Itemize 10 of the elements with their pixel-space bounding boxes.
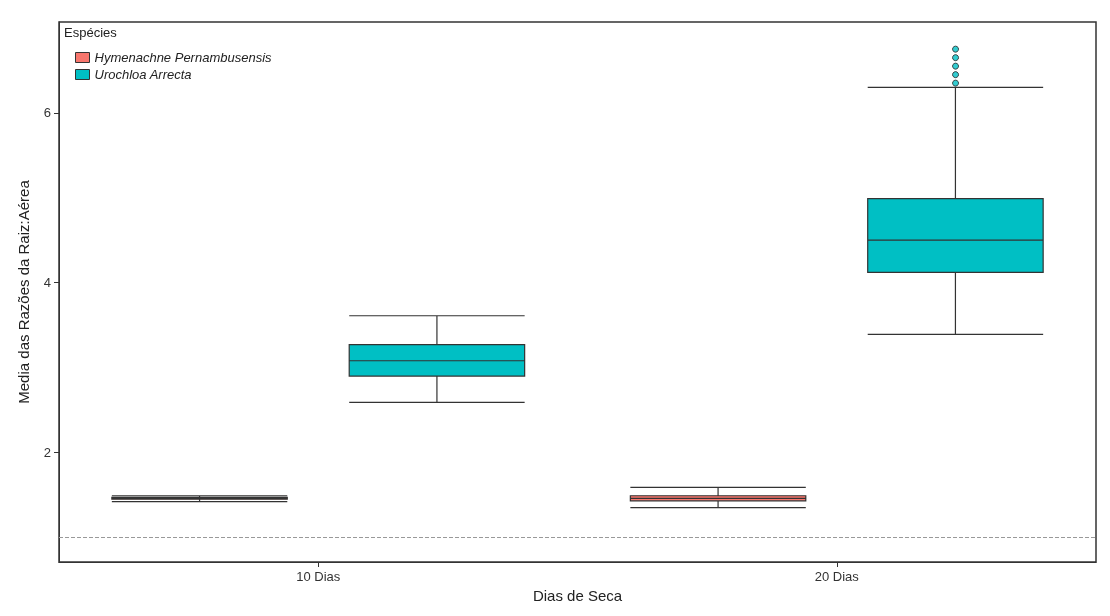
x-tick-label: 10 Dias xyxy=(296,569,341,584)
y-axis-title: Media das Razões da Raiz:Aérea xyxy=(15,179,32,404)
legend-label: Hymenachne Pernambusensis xyxy=(94,50,273,65)
y-tick-label: 6 xyxy=(43,105,51,121)
y-tick-label: 4 xyxy=(43,275,51,291)
y-tick-label: 2 xyxy=(43,444,51,460)
x-axis-title: Dias de Seca xyxy=(532,587,623,604)
legend-title: Espécies xyxy=(64,25,118,40)
legend-label: Urochloa Arrecta xyxy=(94,67,192,82)
x-tick-label: 20 Dias xyxy=(814,569,860,584)
